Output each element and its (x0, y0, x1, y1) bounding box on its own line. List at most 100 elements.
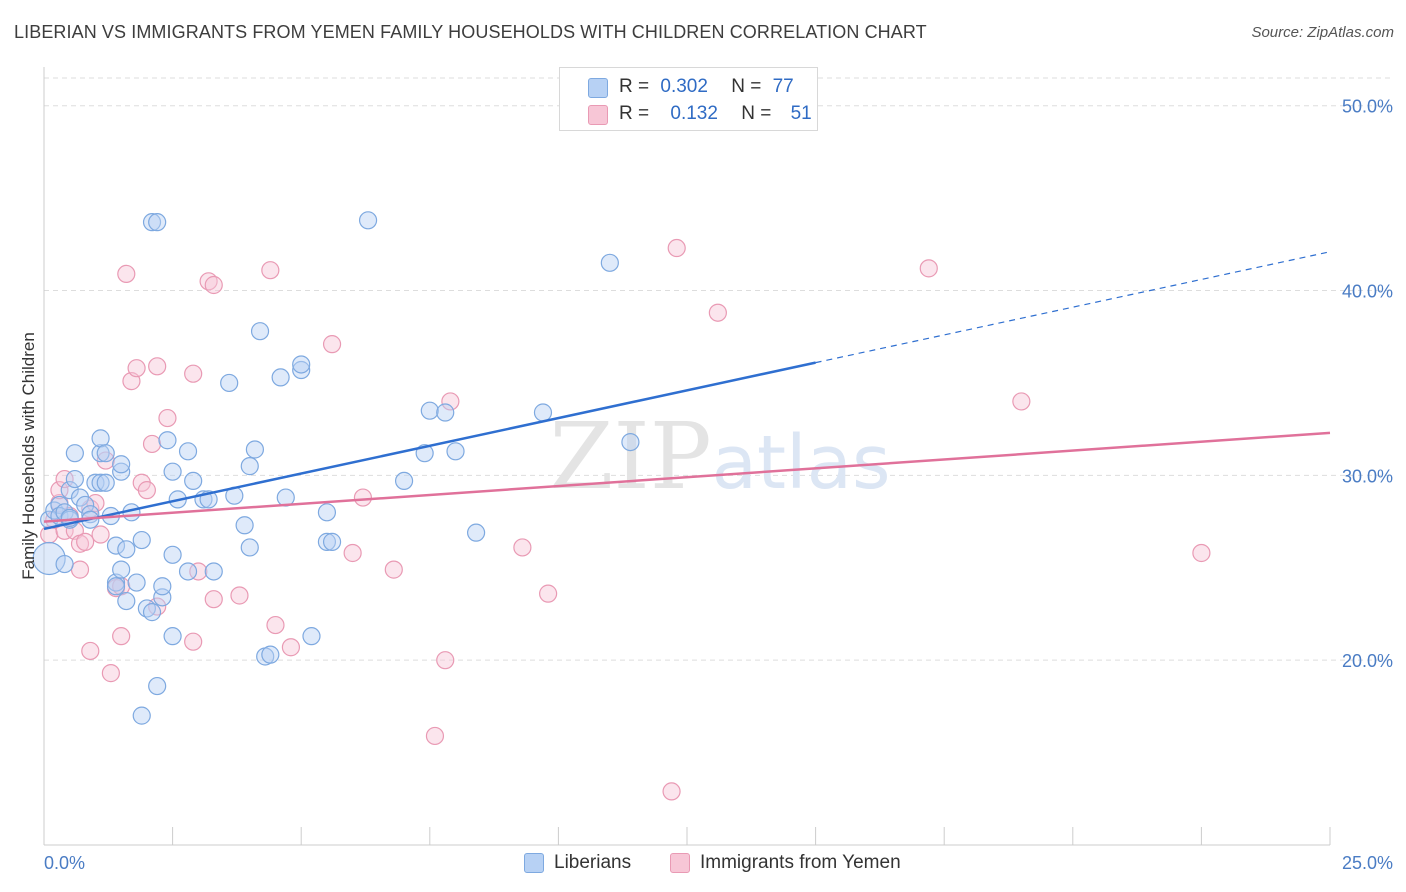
legend-n-value: 51 (790, 103, 812, 124)
yemen-point (353, 488, 373, 507)
liberians-point (91, 473, 110, 492)
liberians-point (302, 627, 321, 646)
liberians-point (148, 676, 167, 696)
liberians-point (106, 577, 126, 596)
liberians-point (322, 532, 342, 551)
liberians-point (142, 603, 162, 622)
yemen-point (266, 615, 285, 635)
liberians-point (163, 545, 182, 564)
liberians-point (148, 213, 167, 232)
legend-n-value: 77 (772, 76, 794, 97)
yemen-point (1192, 543, 1211, 563)
liberians-point (55, 554, 74, 574)
liberians-point (245, 440, 265, 459)
bottom-legend-label: Immigrants from Yemen (700, 852, 901, 873)
y-tick-label: 20.0% (1342, 651, 1393, 671)
liberians-point (158, 431, 177, 450)
liberians-point (261, 645, 280, 664)
yemen-point (281, 638, 301, 657)
yemen-point (148, 357, 167, 376)
yemen-point (513, 538, 532, 557)
liberians-point (178, 442, 198, 461)
legend-swatch-pink (588, 105, 608, 125)
liberians-point (132, 706, 151, 725)
liberians-point (446, 442, 465, 461)
liberians-point (317, 532, 337, 551)
legend-r-label: R = (619, 76, 650, 97)
yemen-point (91, 525, 110, 544)
yemen-point (184, 364, 203, 383)
liberians-point (466, 523, 486, 542)
liberians-point (153, 577, 172, 596)
yemen-point (127, 359, 146, 378)
liberians-point (271, 368, 290, 387)
yemen-point (184, 632, 203, 651)
yemen-point (101, 664, 120, 683)
liberians-point (117, 591, 136, 611)
legend-r-value: 0.302 (660, 76, 708, 97)
liberians-point (220, 373, 239, 393)
liberians-point (112, 455, 131, 474)
yemen-point (189, 562, 208, 581)
x-tick-label: 25.0% (1342, 853, 1393, 873)
yemen-point (708, 303, 727, 322)
axes (43, 67, 1331, 846)
liberians-point (317, 503, 337, 522)
series-liberians-points (32, 211, 640, 725)
yemen-point (343, 543, 362, 563)
chart-title: LIBERIAN VS IMMIGRANTS FROM YEMEN FAMILY… (14, 22, 927, 42)
liberians-point (240, 457, 259, 476)
tick-labels: 20.0% 30.0% 40.0% 50.0% 0.0% 25.0% (44, 97, 1393, 873)
yemen-point (384, 560, 403, 579)
grid-lines (44, 77, 1392, 661)
legend-r-label: R = (619, 103, 650, 124)
yemen-point (70, 560, 90, 579)
liberians-point (112, 462, 131, 481)
liberians-point (91, 444, 110, 463)
liberians-point (358, 211, 378, 230)
liberians-point (163, 462, 182, 481)
yemen-point (50, 481, 69, 500)
yemen-point (204, 590, 223, 609)
liberians-point (117, 540, 136, 559)
liberians-point (600, 253, 619, 272)
yemen-point (1012, 392, 1031, 411)
y-tick-label: 40.0% (1342, 282, 1393, 302)
yemen-point (441, 392, 460, 411)
liberians-point (106, 536, 126, 555)
liberians-point (127, 573, 146, 592)
liberians-point (163, 627, 182, 646)
liberians-point (394, 471, 414, 491)
liberians-point (142, 213, 162, 232)
yemen-point (436, 651, 455, 670)
legend-swatch-blue (588, 78, 608, 98)
series-yemen-points (40, 238, 1211, 801)
yemen-point (667, 238, 686, 258)
legend-n-label: N = (741, 103, 772, 124)
bottom-legend-label: Liberians (554, 852, 632, 873)
liberians-point (533, 403, 553, 422)
legend-n-label: N = (731, 76, 762, 97)
yemen-point (137, 481, 156, 500)
yemen-point (322, 335, 342, 354)
liberians-point (240, 538, 259, 557)
y-axis-label: Family Households with Children (19, 332, 38, 580)
yemen-point (117, 264, 136, 284)
yemen-point (142, 434, 162, 454)
legend-r-value: 0.132 (670, 103, 718, 124)
yemen-point (539, 584, 558, 603)
x-tick-label: 0.0% (44, 853, 85, 873)
liberians-point (178, 562, 198, 581)
watermark-zip: ZIP (550, 403, 712, 510)
yemen-point (261, 261, 280, 280)
yemen-point (55, 469, 74, 489)
liberians-point (96, 444, 115, 463)
yemen-point (76, 532, 95, 551)
liberians-point (132, 530, 151, 550)
yemen-point (425, 726, 445, 746)
y-tick-label: 50.0% (1342, 97, 1393, 117)
yemen-point (662, 782, 681, 801)
yemen-point (81, 641, 100, 661)
bottom-legend-swatch-blue (524, 853, 544, 873)
y-tick-label: 30.0% (1342, 466, 1393, 486)
